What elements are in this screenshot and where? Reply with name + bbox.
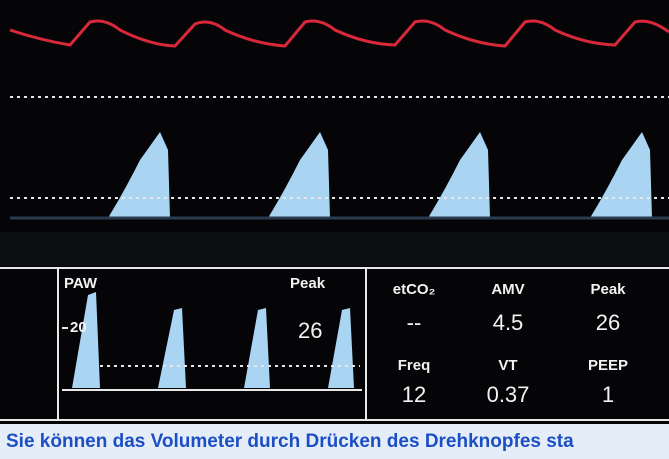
parameter-label: Freq bbox=[398, 357, 431, 374]
parameter-value: -- bbox=[407, 310, 422, 335]
parameter-value: 4.5 bbox=[493, 310, 524, 335]
message: Sie können das Volumeter durch Drücken d… bbox=[6, 431, 574, 452]
peak-value: 26 bbox=[298, 318, 322, 343]
parameter-label: AMV bbox=[491, 281, 524, 298]
parameter-label: Peak bbox=[590, 281, 626, 298]
scale-label: 20 bbox=[70, 319, 87, 336]
parameter-value: 0.37 bbox=[487, 382, 530, 407]
paw-label: PAW bbox=[64, 275, 98, 292]
band bbox=[0, 232, 669, 266]
panel-borders bbox=[0, 268, 669, 420]
parameter-value: 12 bbox=[402, 382, 426, 407]
parameter-grid: etCO₂ -- AMV 4.5 Peak 26 Freq 12 VT 0.37 PEEP 1 bbox=[393, 281, 628, 407]
parameter-label: etCO₂ bbox=[393, 281, 436, 298]
parameter-value: 26 bbox=[596, 310, 620, 335]
flow-waveform bbox=[108, 132, 652, 218]
parameter-label: VT bbox=[498, 357, 517, 374]
monitor-screen: PAW Peak 20 26 etCO₂ -- AMV 4.5 Peak 26 Freq 12… bbox=[0, 0, 669, 459]
red-waveform bbox=[10, 21, 669, 46]
parameter-value: 1 bbox=[602, 382, 614, 407]
parameter-label: PEEP bbox=[588, 357, 628, 374]
peak-label: Peak bbox=[290, 275, 326, 292]
